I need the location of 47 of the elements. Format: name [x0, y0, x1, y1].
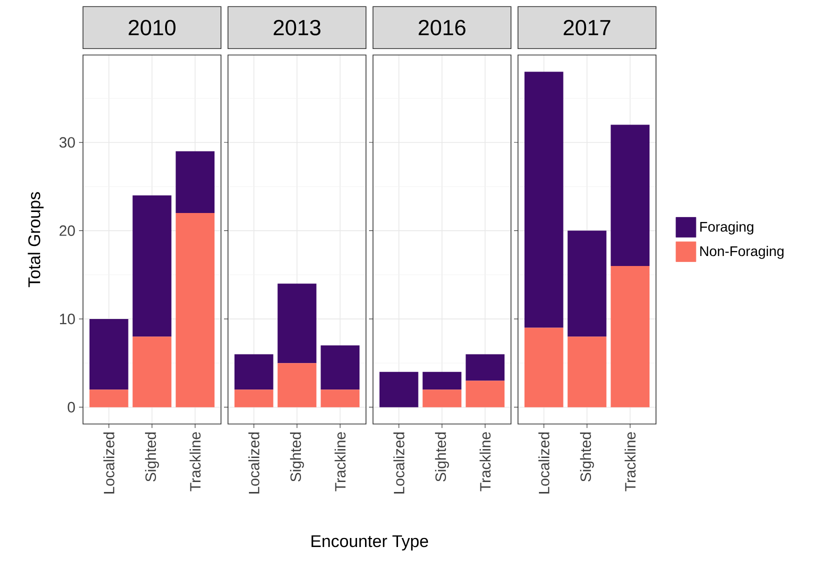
x-tick-label: Localized [248, 432, 260, 494]
bar [568, 230, 606, 337]
x-tick-label: Sighted [580, 432, 594, 482]
bar [278, 363, 316, 408]
y-axis-title: Total Groups [28, 192, 44, 288]
bar [176, 151, 215, 214]
x-tick-label: Trackline [624, 432, 636, 492]
bar [524, 72, 564, 328]
chart-title: 2010 [128, 20, 176, 36]
chart-title: 2017 [564, 20, 610, 36]
chart-title: 2013 [274, 20, 320, 36]
bar [568, 336, 606, 408]
y-tick-label: 10 [60, 314, 75, 324]
legend-label: Foraging [700, 221, 754, 234]
bar [422, 372, 462, 390]
x-tick-label: Localized [103, 432, 114, 494]
bar [422, 390, 462, 408]
bar [320, 345, 360, 390]
bar [524, 328, 564, 408]
bar [466, 380, 505, 408]
bar [234, 390, 274, 408]
chart-title: 2016 [418, 20, 466, 36]
x-tick-label: Trackline [480, 432, 491, 492]
x-tick-label: Sighted [435, 432, 449, 482]
x-tick-label: Sighted [145, 432, 159, 482]
legend-label: Non-Foraging [700, 246, 784, 259]
y-tick-label: 30 [59, 137, 75, 148]
x-tick-label: Localized [538, 432, 550, 494]
y-tick-label: 20 [60, 225, 75, 236]
bar [132, 195, 172, 337]
x-tick-label: Localized [393, 432, 404, 494]
bar [466, 354, 505, 381]
y-tick-label: 0 [68, 402, 75, 413]
bar [320, 390, 360, 408]
x-tick-label: Sighted [290, 432, 304, 482]
bar [610, 124, 650, 266]
x-axis-title: Encounter Type [312, 535, 428, 550]
bar [278, 284, 316, 364]
bar [610, 266, 650, 408]
bar [176, 213, 215, 408]
x-tick-label: Trackline [190, 432, 201, 492]
bar [132, 336, 172, 408]
bar [379, 372, 418, 408]
bar [89, 390, 128, 408]
x-tick-label: Trackline [334, 432, 346, 492]
bar [89, 318, 128, 390]
bar [234, 354, 274, 390]
